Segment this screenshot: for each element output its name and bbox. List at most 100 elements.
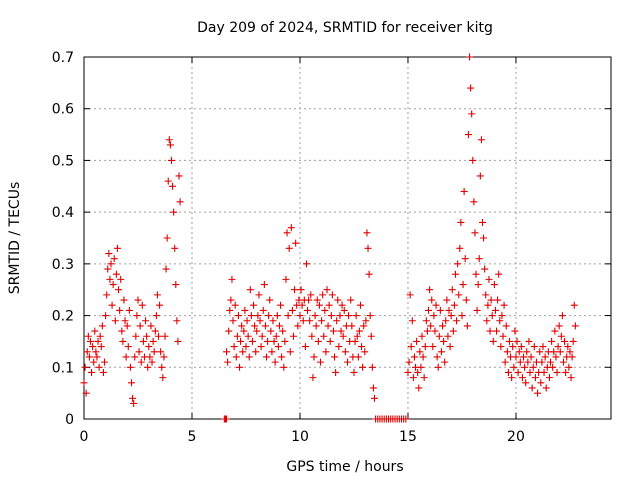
data-point [272,332,280,340]
data-point [338,301,346,309]
data-point [404,368,412,376]
data-point [459,281,467,289]
data-point [444,332,452,340]
data-point [239,348,247,356]
data-point [364,244,372,252]
data-point [467,84,475,92]
data-point [83,348,91,356]
data-point [153,291,161,299]
data-point [461,255,469,263]
data-point [473,306,481,314]
data-point [226,306,234,314]
data-point [356,301,364,309]
data-point [491,306,499,314]
data-point [523,348,531,356]
data-point [513,337,521,345]
data-point [424,306,432,314]
data-point [480,234,488,242]
data-point [485,275,493,283]
data-point [284,312,292,320]
data-point [486,327,494,335]
y-tick-label: 0 [65,412,74,428]
data-point [251,322,259,330]
data-point [530,343,538,351]
data-point [279,327,287,335]
data-point [158,363,166,371]
data-point [557,332,565,340]
data-point [155,332,163,340]
data-point [337,327,345,335]
data-point [163,234,171,242]
data-point [86,337,94,345]
data-point [472,270,480,278]
data-point [290,332,298,340]
data-point [477,136,485,144]
data-point [415,384,423,392]
data-point [286,348,294,356]
data-point [487,296,495,304]
data-point [120,296,128,304]
x-tick-label: 15 [399,429,417,445]
data-point [246,286,254,294]
data-point [147,322,155,330]
data-point [344,358,351,366]
data-point [517,343,525,351]
data-point [494,296,502,304]
data-point [299,317,307,325]
data-point [266,296,274,304]
data-point [471,229,479,237]
data-point [366,312,374,320]
data-point [101,358,109,366]
data-point [296,312,304,320]
data-point [119,337,127,345]
data-point [145,343,153,351]
data-point [146,353,154,361]
data-point [483,317,491,325]
data-point [250,301,258,309]
data-point [429,343,437,351]
data-point [253,327,261,335]
data-point [524,358,532,366]
data-point [93,353,101,361]
y-tick-label: 0.2 [52,309,74,325]
data-point [126,363,134,371]
data-point [434,363,442,371]
data-point [445,306,453,314]
data-point [148,358,156,366]
data-point [327,312,335,320]
data-point [369,384,377,392]
data-point [501,358,509,366]
data-point [538,358,546,366]
data-point [170,208,178,216]
data-point [433,353,441,361]
data-point [92,348,100,356]
data-point [358,343,366,351]
data-point [245,353,253,361]
data-point [420,374,428,382]
data-point [99,368,107,376]
data-point [489,337,497,345]
data-point [260,281,268,289]
data-point [436,306,444,314]
data-point [416,348,424,356]
data-point [449,327,457,335]
data-point [484,301,492,309]
data-point [169,182,177,190]
data-point [458,312,466,320]
data-point [122,353,130,361]
data-point [450,301,458,309]
data-point [258,332,266,340]
plot-frame [83,56,612,420]
data-point [508,374,516,382]
data-point [175,172,183,180]
data-point [130,399,138,407]
data-point [288,306,296,314]
data-point [96,332,104,340]
data-point [495,270,503,278]
data-point [311,312,319,320]
data-point [318,317,326,325]
data-point [509,343,517,351]
data-point [554,343,562,351]
data-point [248,337,256,345]
